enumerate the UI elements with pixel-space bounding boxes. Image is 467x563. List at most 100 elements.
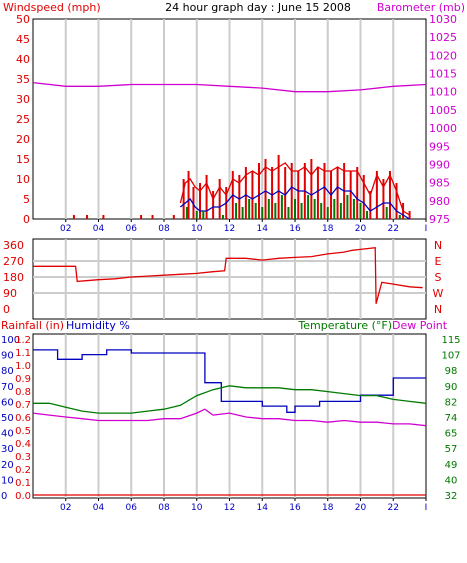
y-tick-label-left: 90 [3, 287, 17, 300]
y-tick-label-left: 45 [16, 33, 30, 46]
x-tick-label: I [425, 503, 428, 513]
dewpoint-axis-title: Dew Point [392, 319, 448, 332]
x-tick-label: 20 [355, 224, 367, 234]
rainfall-tick-label: 0.6 [15, 413, 31, 424]
y-tick-label-right: 980 [429, 195, 450, 208]
temperature-tick-label: 40 [445, 475, 458, 486]
x-tick-label: 04 [93, 503, 105, 513]
chart-title: 24 hour graph day : June 15 2008 [165, 1, 351, 14]
series-humidity-line [33, 349, 426, 413]
temperature-tick-label: 49 [445, 460, 458, 471]
humidity-tick-label: 10 [1, 475, 14, 486]
y-tick-label-left: 40 [16, 53, 30, 66]
rainfall-tick-label: 0.0 [15, 491, 31, 502]
y-tick-label-left: 180 [3, 271, 24, 284]
y-tick-label-left: 0 [3, 303, 10, 316]
x-tick-label: 14 [257, 224, 269, 234]
x-tick-label: 02 [60, 224, 71, 234]
y-tick-label-left: 30 [16, 93, 30, 106]
rainfall-tick-label: 1.0 [15, 361, 31, 372]
rainfall-tick-label: 1.2 [15, 335, 31, 346]
humidity-tick-label: 70 [1, 382, 14, 393]
compass-label: N [434, 239, 442, 252]
y-tick-label-right: 1005 [429, 104, 457, 117]
series-red-line [179, 162, 410, 216]
y-tick-label-right: 1015 [429, 68, 457, 81]
rainfall-axis-title: Rainfall (in) [1, 319, 64, 332]
temperature-tick-label: 57 [445, 444, 458, 455]
rainfall-tick-label: 0.3 [15, 452, 31, 463]
x-tick-label: 02 [60, 503, 71, 513]
x-tick-label: 14 [257, 503, 269, 513]
series-temperature-f-line [33, 385, 427, 414]
temperature-tick-label: 82 [445, 397, 458, 408]
rainfall-tick-label: 0.2 [15, 465, 31, 476]
rainfall-tick-label: 1.1 [15, 348, 31, 359]
compass-label: W [433, 287, 444, 300]
humidity-tick-label: 90 [1, 351, 14, 362]
rainfall-tick-label: 0.4 [15, 439, 31, 450]
rainfall-tick-label: 0.1 [15, 478, 31, 489]
y-tick-label-left: 270 [3, 255, 24, 268]
x-tick-label: 08 [158, 224, 170, 234]
wind-direction-line [33, 246, 423, 304]
y-tick-label-left: 15 [16, 153, 30, 166]
x-tick-label: I [425, 224, 428, 234]
y-tick-label-right: 1030 [429, 13, 457, 26]
temperature-tick-label: 65 [445, 429, 458, 440]
humidity-tick-label: 0 [1, 491, 7, 502]
humidity-tick-label: 20 [1, 460, 14, 471]
x-tick-label: 06 [126, 224, 138, 234]
x-tick-label: 04 [93, 224, 105, 234]
rainfall-tick-label: 0.7 [15, 400, 31, 411]
x-tick-label: 08 [158, 503, 170, 513]
temperature-tick-label: 98 [445, 366, 458, 377]
y-tick-label-right: 990 [429, 158, 450, 171]
temperature-tick-label: 74 [445, 413, 458, 424]
x-tick-label: 22 [388, 224, 399, 234]
left-axis-title: Windspeed (mph) [3, 1, 101, 14]
y-tick-label-left: 360 [3, 239, 24, 252]
y-tick-label-right: 985 [429, 177, 450, 190]
x-tick-label: 18 [322, 503, 334, 513]
humidity-tick-label: 80 [1, 366, 14, 377]
y-tick-label-right: 1000 [429, 122, 457, 135]
x-tick-label: 16 [289, 224, 301, 234]
rainfall-tick-label: 0.5 [15, 426, 31, 437]
humidity-tick-label: 100 [1, 335, 20, 346]
x-tick-label: 10 [191, 224, 203, 234]
compass-label: S [435, 271, 442, 284]
temperature-tick-label: 32 [445, 491, 458, 502]
x-tick-label: 06 [126, 503, 138, 513]
humidity-tick-label: 50 [1, 413, 14, 424]
y-tick-label-right: 1025 [429, 31, 457, 44]
temperature-tick-label: 90 [445, 382, 458, 393]
temperature-axis-title: Temperature (°F) [297, 319, 392, 332]
y-tick-label-left: 20 [16, 133, 30, 146]
y-tick-label-right: 1020 [429, 49, 457, 62]
y-tick-label-right: 975 [429, 213, 450, 226]
series-dew-pointline [32, 408, 427, 427]
compass-label: E [435, 255, 442, 268]
x-tick-label: 16 [289, 503, 301, 513]
x-tick-label: 22 [388, 503, 399, 513]
right-axis-title: Barometer (mb) [377, 1, 465, 14]
y-tick-label-right: 1010 [429, 86, 457, 99]
x-tick-label: 18 [322, 224, 334, 234]
chart-panels: 02 04 06 08 10 12 14 16 18 20 22 I Windspeed (mph) 24… [1, 1, 465, 513]
y-tick-label-left: 50 [16, 13, 30, 26]
temperature-tick-label: 107 [441, 351, 460, 362]
y-tick-label-left: 10 [16, 173, 30, 186]
y-tick-label-left: 25 [16, 113, 30, 126]
compass-label: N [434, 303, 442, 316]
series-magenta-line [32, 81, 427, 93]
x-tick-label: 12 [224, 224, 235, 234]
rainfall-tick-label: 0.8 [15, 387, 31, 398]
humidity-tick-label: 30 [1, 444, 14, 455]
series-blue-line [179, 186, 410, 220]
x-tick-label: 12 [224, 503, 235, 513]
humidity-tick-label: 60 [1, 397, 14, 408]
humidity-tick-label: 40 [1, 429, 14, 440]
